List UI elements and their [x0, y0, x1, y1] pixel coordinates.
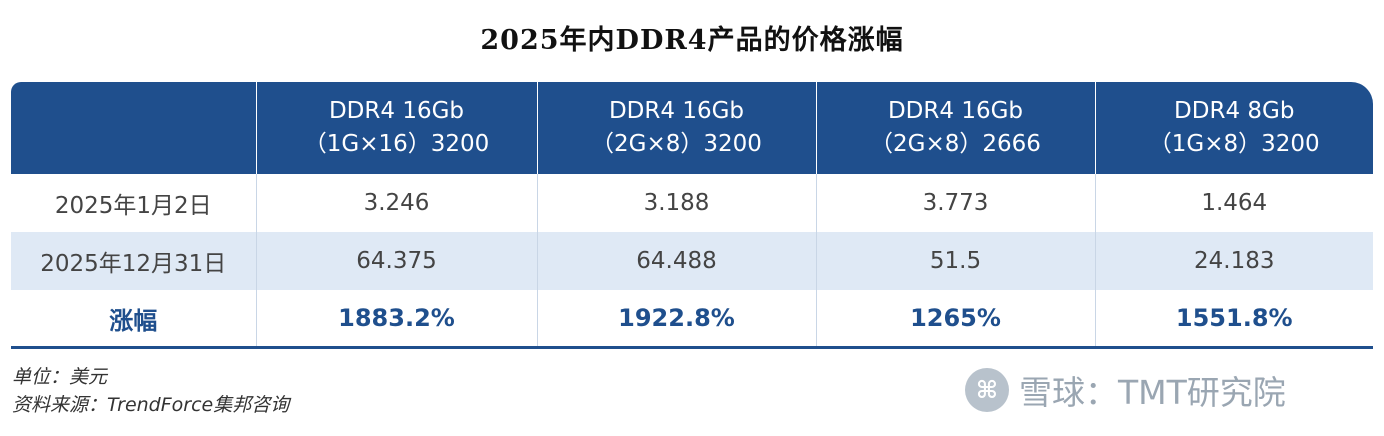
- header-product-name: DDR4 16Gb: [887, 98, 1024, 124]
- header-product-name: DDR4 16Gb: [608, 98, 745, 124]
- header-cell: DDR4 8Gb （1G×8）3200: [1095, 82, 1373, 174]
- table-cell: 3.773: [816, 174, 1096, 232]
- xueqiu-logo-icon: ⌘: [965, 368, 1009, 412]
- header-product-spec: （1G×8）3200: [1148, 131, 1320, 157]
- watermark-text: 雪球：TMT研究院: [1019, 373, 1286, 412]
- price-table: DDR4 16Gb （1G×16）3200 DDR4 16Gb （2G×8）32…: [11, 82, 1373, 349]
- source-note: 资料来源：TrendForce集邦咨询: [12, 394, 290, 416]
- header-product-name: DDR4 8Gb: [1174, 98, 1295, 124]
- header-cell: DDR4 16Gb （1G×16）3200: [256, 82, 538, 174]
- table-cell: 24.183: [1095, 232, 1373, 290]
- header-product-name: DDR4 16Gb: [328, 98, 465, 124]
- table-cell: 1.464: [1095, 174, 1373, 232]
- table-row: 2025年12月31日 64.375 64.488 51.5 24.183: [11, 232, 1373, 290]
- table-cell: 1551.8%: [1095, 290, 1373, 348]
- table-header-row: DDR4 16Gb （1G×16）3200 DDR4 16Gb （2G×8）32…: [11, 82, 1373, 174]
- row-label: 涨幅: [11, 290, 257, 348]
- row-label: 2025年12月31日: [11, 232, 257, 290]
- table-cell: 64.488: [537, 232, 817, 290]
- footer-notes: 单位：美元 资料来源：TrendForce集邦咨询: [12, 363, 289, 419]
- table-cell: 1883.2%: [256, 290, 538, 348]
- row-label: 2025年1月2日: [11, 174, 257, 232]
- table-cell: 1922.8%: [537, 290, 817, 348]
- header-product-spec: （2G×8）3200: [591, 131, 762, 157]
- table-cell: 1265%: [816, 290, 1096, 348]
- header-cell-empty: [11, 82, 257, 174]
- page-title: 2025年内DDR4产品的价格涨幅: [480, 25, 904, 56]
- header-product-spec: （1G×16）3200: [303, 131, 490, 157]
- table-row-increase: 涨幅 1883.2% 1922.8% 1265% 1551.8%: [11, 290, 1373, 348]
- header-cell: DDR4 16Gb （2G×8）2666: [816, 82, 1096, 174]
- table-cell: 3.246: [256, 174, 538, 232]
- table-cell: 51.5: [816, 232, 1096, 290]
- unit-note: 单位：美元: [12, 366, 108, 388]
- table-cell: 3.188: [537, 174, 817, 232]
- header-cell: DDR4 16Gb （2G×8）3200: [537, 82, 817, 174]
- table-row: 2025年1月2日 3.246 3.188 3.773 1.464: [11, 174, 1373, 232]
- header-product-spec: （2G×8）2666: [870, 131, 1041, 157]
- table-cell: 64.375: [256, 232, 538, 290]
- watermark: ⌘ 雪球：TMT研究院: [965, 364, 1286, 416]
